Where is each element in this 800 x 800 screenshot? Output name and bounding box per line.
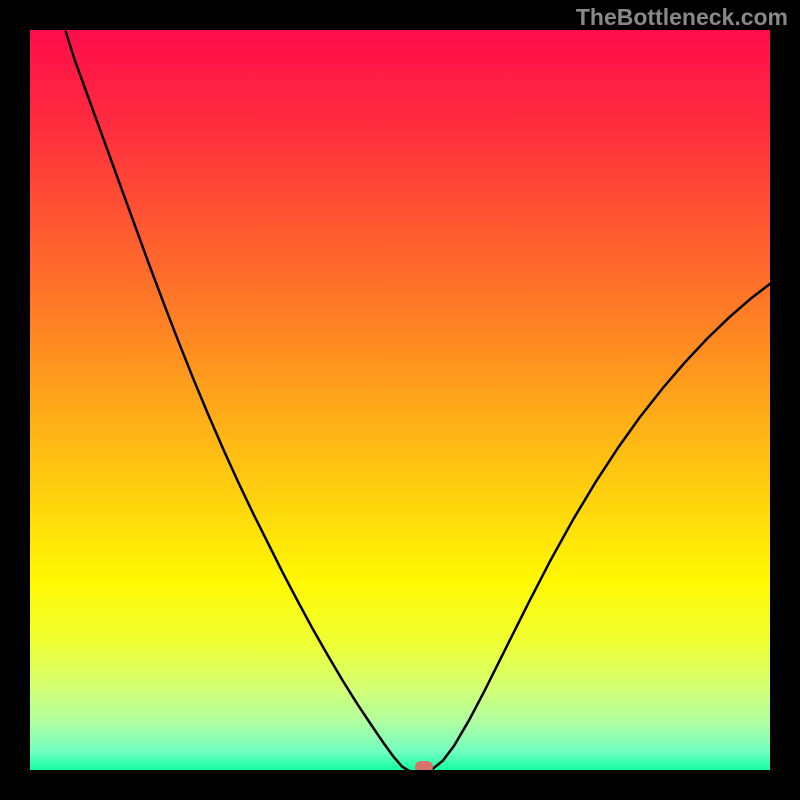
curve-path	[66, 31, 772, 772]
curve-layer	[30, 30, 772, 772]
watermark-text: TheBottleneck.com	[576, 4, 788, 31]
plot-frame	[28, 28, 772, 772]
chart-container: TheBottleneck.com	[0, 0, 800, 800]
minimum-marker	[415, 761, 433, 772]
